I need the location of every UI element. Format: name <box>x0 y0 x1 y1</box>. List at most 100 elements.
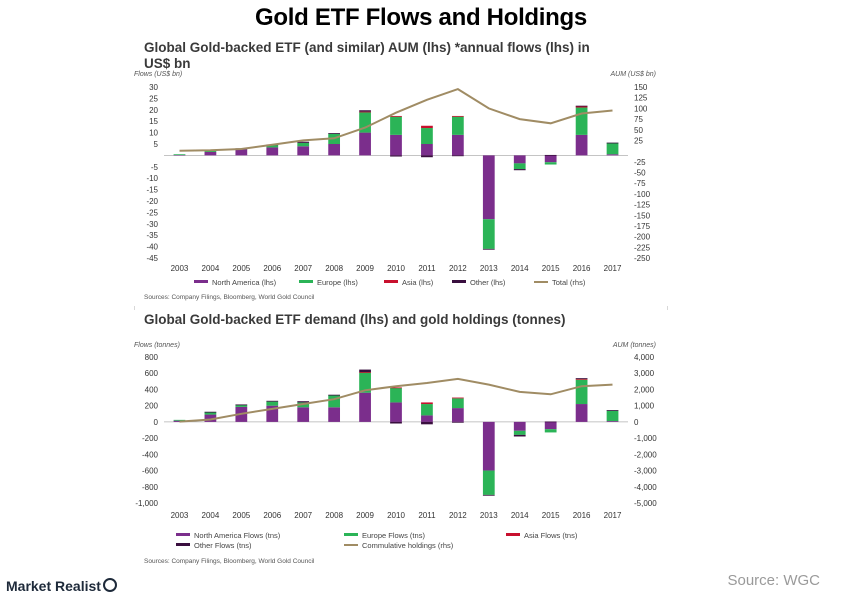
bar-north_america-2009 <box>359 132 371 156</box>
bar-north_america-2016 <box>575 134 588 156</box>
bar-other-2009 <box>359 369 371 373</box>
bar-north_america-2008 <box>328 407 341 422</box>
y-tick-label: 25 <box>149 94 158 103</box>
bar-other-2007 <box>297 141 310 143</box>
y2-tick-label: 25 <box>634 136 643 145</box>
bar-other-2015 <box>544 421 557 423</box>
bar-north_america-2015 <box>544 155 557 163</box>
x-tick-label: 2012 <box>449 511 467 520</box>
y-tick-label: -30 <box>146 220 158 229</box>
bar-europe-2006 <box>266 145 279 148</box>
y2-tick-label: -125 <box>634 201 651 210</box>
bar-north_america-2007 <box>297 146 310 156</box>
bar-europe-2010 <box>390 387 402 403</box>
bar-north_america-2014 <box>513 421 526 431</box>
bar-europe-2003 <box>173 419 186 421</box>
y2-tick-label: -200 <box>634 233 651 242</box>
bar-north_america-2012 <box>451 134 464 156</box>
bar-other-2017 <box>606 410 619 411</box>
y-tick-label: -5 <box>151 163 159 172</box>
y-tick-label: -800 <box>142 483 159 492</box>
y2-tick-label: -25 <box>634 158 646 167</box>
x-tick-label: 2013 <box>480 264 498 273</box>
bar-other-2005 <box>235 404 248 406</box>
bar-north_america-2013 <box>482 421 495 471</box>
bar-north_america-2010 <box>390 402 402 422</box>
bar-north_america-2013 <box>482 155 495 220</box>
bar-other-2007 <box>297 401 310 403</box>
bar-europe-2011 <box>421 128 433 144</box>
legend-swatch-other <box>176 543 190 546</box>
legend-label-asia: Asia Flows (tns) <box>524 531 578 540</box>
y-tick-label: -40 <box>146 243 158 252</box>
y2-tick-label: 150 <box>634 83 648 92</box>
y2-tick-label: 125 <box>634 94 648 103</box>
y-tick-label: -600 <box>142 467 159 476</box>
y2-tick-label: -75 <box>634 179 646 188</box>
x-tick-label: 2010 <box>387 264 405 273</box>
bar-other-2017 <box>606 142 619 144</box>
bar-asia-2010 <box>390 387 402 389</box>
y2-tick-label: 75 <box>634 115 643 124</box>
bar-asia-2012 <box>451 115 464 117</box>
y2-tick-label: 3,000 <box>634 369 655 378</box>
bar-other-2009 <box>359 110 371 112</box>
bar-other-2015 <box>544 154 557 156</box>
y2-axis-label: AUM (US$ bn) <box>609 71 656 78</box>
bar-north_america-2012 <box>451 408 464 422</box>
bar-north_america-2003 <box>173 420 186 422</box>
y-tick-label: -35 <box>146 231 158 240</box>
x-tick-label: 2003 <box>171 511 189 520</box>
chart-source-note: Sources: Company Filings, Bloomberg, Wor… <box>144 558 315 565</box>
x-tick-label: 2016 <box>573 264 591 273</box>
y2-tick-label: -250 <box>634 254 651 263</box>
x-tick-label: 2008 <box>325 511 343 520</box>
y-tick-label: -15 <box>146 186 158 195</box>
y-tick-label: 15 <box>149 117 158 126</box>
x-tick-label: 2015 <box>542 264 560 273</box>
y2-tick-label: -175 <box>634 222 651 231</box>
bar-other-2013 <box>482 494 495 496</box>
bar-asia-2012 <box>451 397 464 399</box>
bar-north_america-2007 <box>297 407 310 422</box>
x-tick-label: 2011 <box>418 264 436 273</box>
bar-europe-2015 <box>544 162 557 165</box>
bar-asia-2009 <box>359 111 371 113</box>
x-tick-label: 2009 <box>356 511 374 520</box>
y-axis-label: Flows (tonnes) <box>134 342 180 349</box>
y2-tick-label: -5,000 <box>634 499 657 508</box>
legend-swatch-other <box>452 280 466 283</box>
y-tick-label: 10 <box>149 129 158 138</box>
bar-europe-2010 <box>390 116 402 135</box>
bar-other-2016 <box>575 105 588 107</box>
x-tick-label: 2017 <box>604 264 622 273</box>
y2-tick-label: -3,000 <box>634 467 657 476</box>
aum-flows-chart: Flows (US$ bn) AUM (US$ bn)30252015105-5-… <box>134 71 656 301</box>
legend-swatch-north_america <box>194 280 208 283</box>
x-tick-label: 2005 <box>232 264 250 273</box>
y-tick-label: 0 <box>154 418 159 427</box>
chart-title: Global Gold-backed ETF (and similar) AUM… <box>144 40 590 71</box>
bar-north_america-2005 <box>235 149 248 156</box>
tonnes-flows-chart: Flows (tonnes) AUM (tonnes) 800 600 400 200 0 -… <box>134 342 657 565</box>
bar-europe-2005 <box>235 404 248 407</box>
y-tick-label: -20 <box>146 197 158 206</box>
x-tick-label: 2003 <box>171 264 189 273</box>
bar-europe-2013 <box>482 470 495 495</box>
bar-asia-2016 <box>575 106 588 108</box>
legend-label-north_america: North America Flows (tns) <box>194 531 281 540</box>
legend-label-total: Commulative holdings (rhs) <box>362 541 454 550</box>
y2-tick-label: -100 <box>634 190 651 199</box>
bar-europe-2014 <box>513 163 526 170</box>
y-tick-label: 200 <box>145 402 159 411</box>
bar-other-2004 <box>204 411 217 413</box>
y2-tick-label: -4,000 <box>634 483 657 492</box>
x-tick-label: 2010 <box>387 511 405 520</box>
bar-north_america-2006 <box>266 405 279 422</box>
y2-tick-label: -1,000 <box>634 434 657 443</box>
bar-north_america-2006 <box>266 147 279 156</box>
bar-europe-2016 <box>575 379 588 405</box>
x-tick-label: 2011 <box>418 511 436 520</box>
legend-label-asia: Asia (lhs) <box>402 278 434 287</box>
bar-other-2008 <box>328 133 341 134</box>
